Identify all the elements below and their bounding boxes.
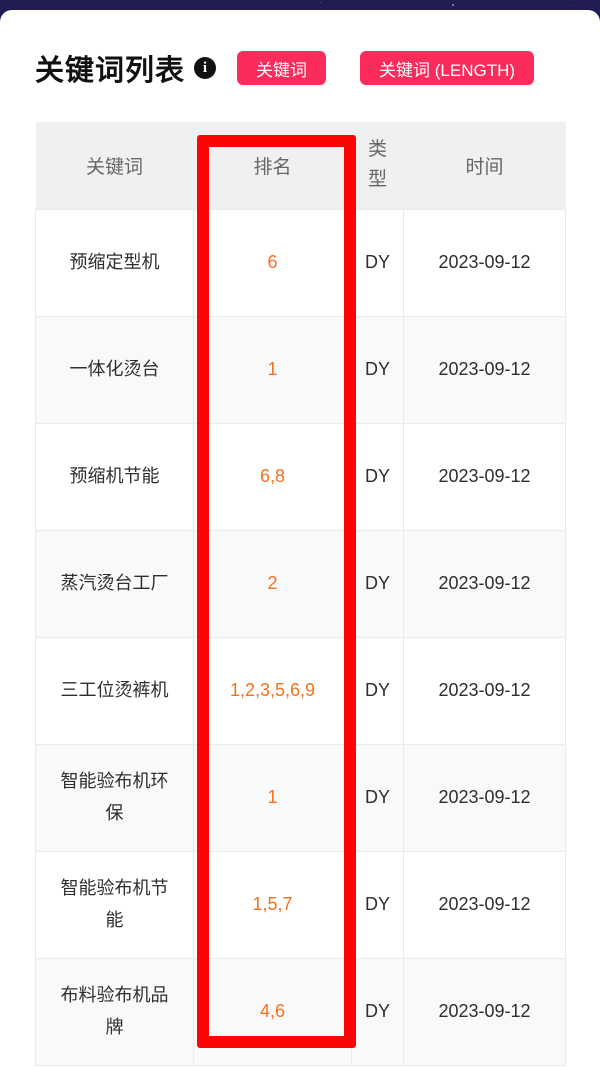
column-header-label: 类型: [367, 138, 387, 191]
keyword-table-body: 预缩定型机 6 DY 2023-09-12 一体化烫台 1 DY 2023-09-12 预缩机节…: [35, 208, 566, 1066]
rank-cell: 1: [193, 743, 352, 852]
table-row: 预缩机节能 6,8 DY 2023-09-12: [35, 422, 566, 531]
column-header-rank: 排名: [193, 122, 352, 209]
type-cell: DY: [351, 957, 404, 1066]
rank-cell: 1,2,3,5,6,9: [193, 636, 352, 745]
keyword-cell: 预缩定型机: [35, 208, 194, 317]
keyword-cell: 一体化烫台: [35, 315, 194, 424]
rank-cell: 6: [193, 208, 352, 317]
date-cell: 2023-09-12: [403, 957, 566, 1066]
card-header: 关键词列表 i 关键词 关键词 (LENGTH): [35, 48, 565, 88]
info-icon[interactable]: i: [194, 57, 217, 79]
rank-cell: 1,5,7: [193, 850, 352, 959]
table-row: 一体化烫台 1 DY 2023-09-12: [35, 315, 566, 424]
table-row: 智能验布机环保 1 DY 2023-09-12: [35, 743, 566, 852]
date-cell: 2023-09-12: [403, 743, 566, 852]
column-header-date: 时间: [403, 122, 566, 209]
type-cell: DY: [351, 529, 404, 638]
table-header: 关键词 排名 类型 时间: [35, 122, 566, 209]
table-row: 布料验布机品牌 4,6 DY 2023-09-12: [35, 957, 566, 1066]
date-cell: 2023-09-12: [403, 315, 566, 424]
type-cell: DY: [351, 315, 404, 424]
date-cell: 2023-09-12: [403, 850, 566, 959]
type-cell: DY: [351, 422, 404, 531]
page-title: 关键词列表: [35, 55, 186, 87]
column-header-label: 关键词: [85, 156, 143, 178]
keyword-length-tab-button[interactable]: 关键词 (LENGTH): [360, 51, 535, 85]
date-cell: 2023-09-12: [403, 636, 566, 745]
type-cell: DY: [351, 743, 404, 852]
keyword-cell: 预缩机节能: [35, 422, 194, 531]
keyword-table-container: 关键词 排名 类型 时间 预缩定型机 6 DY 2023-09-12 一体化烫台 1 DY 2…: [35, 122, 566, 1066]
rank-cell: 2: [193, 529, 352, 638]
keyword-list-card: 关键词列表 i 关键词 关键词 (LENGTH) 关键词 排名 类型 时间 预缩…: [0, 10, 600, 1067]
star-speck: [570, 5, 571, 6]
column-header-keyword: 关键词: [35, 122, 194, 209]
star-speck: [320, 2, 321, 3]
table-row: 智能验布机节能 1,5,7 DY 2023-09-12: [35, 850, 566, 959]
column-header-label: 排名: [253, 156, 292, 178]
table-row: 预缩定型机 6 DY 2023-09-12: [35, 208, 566, 317]
rank-cell: 4,6: [193, 957, 352, 1066]
keyword-tab-button[interactable]: 关键词: [237, 51, 327, 85]
type-cell: DY: [351, 850, 404, 959]
column-header-type: 类型: [351, 122, 404, 209]
date-cell: 2023-09-12: [403, 529, 566, 638]
status-bar-background: [0, 0, 600, 10]
column-header-label: 时间: [465, 156, 504, 178]
table-row: 三工位烫裤机 1,2,3,5,6,9 DY 2023-09-12: [35, 636, 566, 745]
table-header-row: 关键词 排名 类型 时间: [35, 122, 566, 209]
rank-cell: 1: [193, 315, 352, 424]
keyword-cell: 智能验布机节能: [35, 850, 194, 959]
date-cell: 2023-09-12: [403, 422, 566, 531]
table-row: 蒸汽烫台工厂 2 DY 2023-09-12: [35, 529, 566, 638]
keyword-cell: 布料验布机品牌: [35, 957, 194, 1066]
star-speck: [452, 4, 454, 6]
keyword-table: 关键词 排名 类型 时间 预缩定型机 6 DY 2023-09-12 一体化烫台 1 DY 2…: [35, 122, 566, 1066]
keyword-cell: 三工位烫裤机: [35, 636, 194, 745]
keyword-cell: 智能验布机环保: [35, 743, 194, 852]
type-cell: DY: [351, 636, 404, 745]
keyword-cell: 蒸汽烫台工厂: [35, 529, 194, 638]
date-cell: 2023-09-12: [403, 208, 566, 317]
type-cell: DY: [351, 208, 404, 317]
rank-cell: 6,8: [193, 422, 352, 531]
